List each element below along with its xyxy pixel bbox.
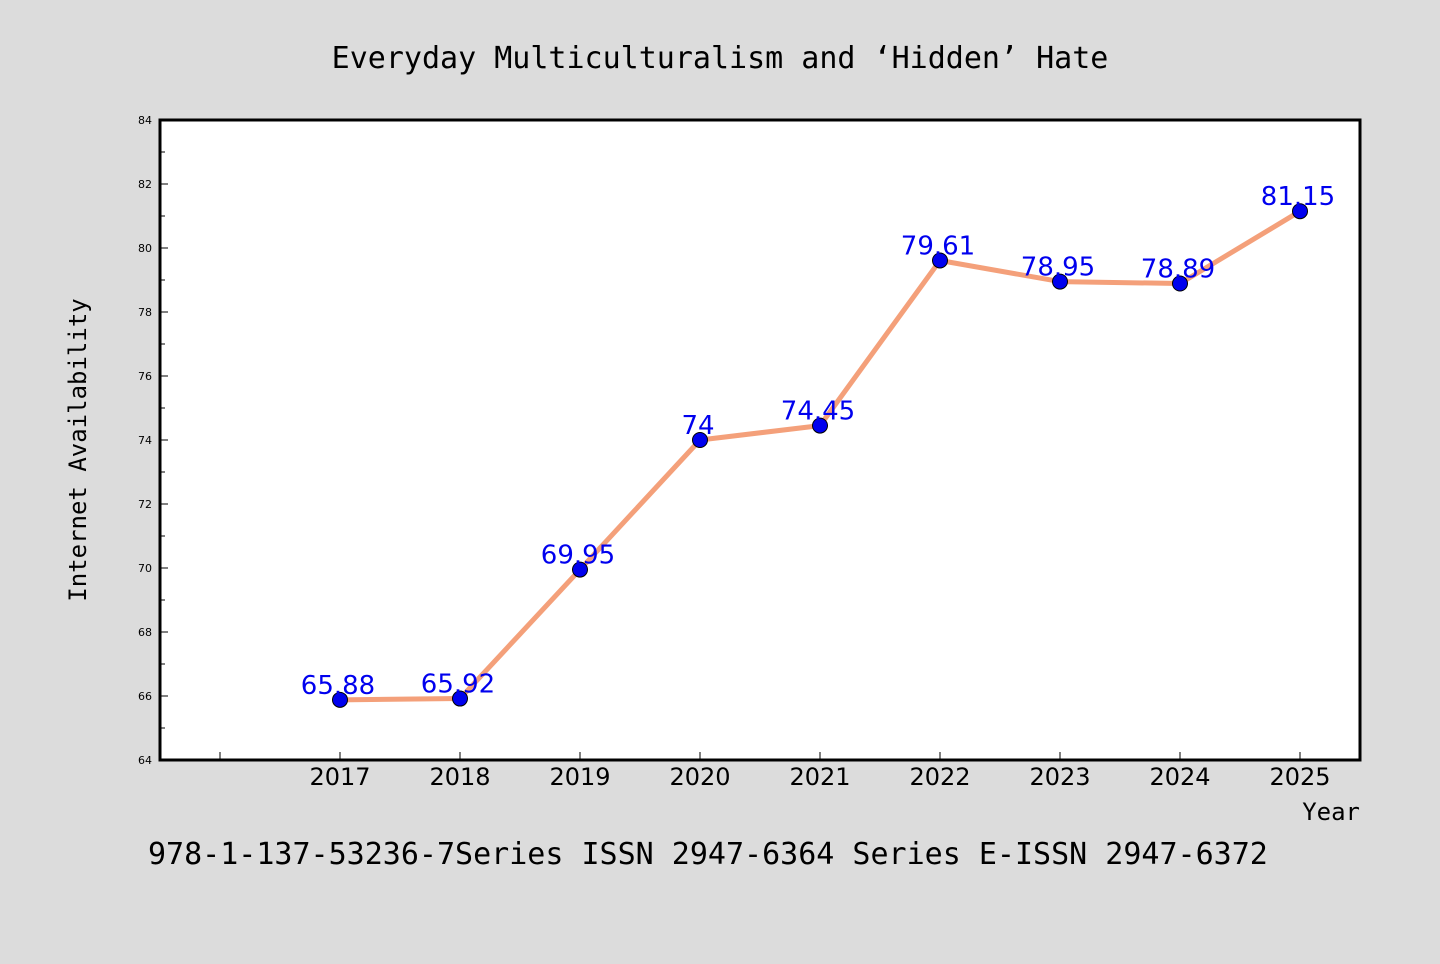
data-point bbox=[1292, 203, 1308, 220]
y-tick-label: 66 bbox=[138, 690, 152, 703]
data-label: 69.95 bbox=[541, 541, 615, 571]
plot-area bbox=[158, 118, 1362, 762]
x-tick-label: 2024 bbox=[1149, 763, 1210, 791]
x-tick-label: 2023 bbox=[1029, 763, 1090, 791]
series-group bbox=[332, 203, 1308, 708]
data-point bbox=[1172, 275, 1188, 292]
data-label: 74 bbox=[681, 411, 714, 441]
y-tick-label: 82 bbox=[138, 178, 152, 191]
x-tick-label: 2021 bbox=[789, 763, 850, 791]
y-tick-label: 80 bbox=[138, 242, 152, 255]
y-tick-label: 84 bbox=[138, 114, 152, 127]
chart-title: Everyday Multiculturalism and ‘Hidden’ H… bbox=[332, 41, 1109, 76]
data-label: 78.89 bbox=[1141, 255, 1215, 285]
x-tick-label: 2022 bbox=[909, 763, 970, 791]
y-tick-label: 70 bbox=[138, 562, 152, 575]
data-labels-group: 65.88 65.92 69.95 74 74.45 79.61 78.95 78.89 81.… bbox=[301, 182, 1335, 701]
x-axis: 2017 2018 2019 2020 2021 2022 2023 2024 2025 bbox=[219, 752, 1331, 791]
x-tick-label: 2017 bbox=[309, 763, 370, 791]
footer-text: 978-1-137-53236-7Series ISSN 2947-6364 S… bbox=[148, 837, 1268, 872]
data-point bbox=[452, 690, 468, 707]
x-tick-label: 2025 bbox=[1269, 763, 1330, 791]
data-label: 74.45 bbox=[781, 397, 855, 427]
y-tick-label: 76 bbox=[138, 370, 152, 383]
data-point bbox=[332, 691, 348, 708]
x-tick-label: 2018 bbox=[429, 763, 490, 791]
y-tick-label: 74 bbox=[138, 434, 152, 447]
data-label: 65.92 bbox=[421, 670, 495, 700]
y-axis-label: Internet Availability bbox=[64, 298, 92, 601]
x-tick-label: 2020 bbox=[669, 763, 730, 791]
x-tick-label: 2019 bbox=[549, 763, 610, 791]
y-axis: 64 66 68 70 72 74 76 78 80 82 84 bbox=[138, 114, 168, 767]
y-tick-label: 72 bbox=[138, 498, 152, 511]
data-point bbox=[572, 561, 588, 578]
data-point bbox=[812, 417, 828, 434]
data-point bbox=[692, 432, 708, 448]
data-point bbox=[932, 252, 948, 269]
data-point bbox=[1052, 273, 1068, 290]
data-label: 79.61 bbox=[901, 231, 975, 261]
data-label: 78.95 bbox=[1021, 253, 1095, 283]
y-tick-label: 78 bbox=[138, 306, 152, 319]
y-tick-label: 64 bbox=[138, 754, 152, 767]
data-label: 81.15 bbox=[1261, 182, 1335, 212]
x-axis-label: Year bbox=[1302, 798, 1360, 826]
y-tick-label: 68 bbox=[138, 626, 152, 639]
data-label: 65.88 bbox=[301, 671, 375, 701]
